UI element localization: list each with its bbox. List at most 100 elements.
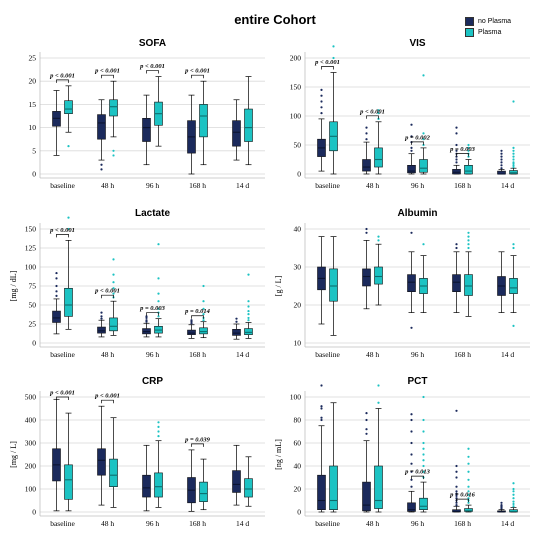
bracket-line [456, 498, 469, 503]
outlier-point [365, 418, 368, 422]
outlier-point [365, 231, 368, 234]
outlier-point [145, 320, 148, 323]
box-iqr [52, 310, 61, 323]
box-plasma-14-d [244, 76, 253, 166]
outlier-point [467, 470, 470, 473]
outlier-point [365, 412, 368, 415]
outlier-point [512, 161, 515, 164]
panel-title: Albumin [398, 208, 438, 219]
outlier-point [455, 501, 458, 504]
outlier-point [500, 158, 503, 161]
bracket-line [366, 115, 379, 119]
outlier-point [145, 316, 148, 320]
outlier-point [500, 504, 503, 507]
x-tick-label: 168 h [454, 350, 471, 359]
outlier-point [247, 273, 250, 276]
box-plasma-baseline [329, 236, 338, 336]
outlier-point [377, 239, 380, 242]
outlier-point [112, 292, 115, 295]
y-tick-label: 0 [32, 508, 36, 517]
y-tick-label: 0 [32, 170, 36, 179]
box-iqr [362, 481, 371, 512]
box-plasma-48-h [109, 80, 118, 157]
x-tick-label: 96 h [146, 350, 159, 359]
outlier-point [467, 239, 470, 242]
box-plasma-14-d [244, 273, 253, 339]
box-plasma-baseline [64, 216, 73, 330]
outlier-point [247, 313, 250, 316]
panel-title: VIS [409, 38, 425, 49]
y-tick-label: 10 [294, 339, 302, 348]
box-no-plasma-96-h [407, 413, 416, 513]
figure-title: entire Cohort [234, 12, 316, 27]
box-plasma-48-h [109, 258, 118, 336]
bracket-line [411, 475, 424, 480]
bracket-line [411, 141, 424, 145]
outlier-point [467, 493, 470, 496]
box-plasma-48-h [109, 417, 118, 508]
x-tick-label: 168 h [189, 350, 206, 359]
outlier-point [455, 464, 458, 468]
box-plasma-96-h [419, 243, 428, 313]
box-iqr [109, 458, 118, 488]
box-iqr [362, 159, 371, 172]
outlier-point [455, 158, 458, 161]
x-tick-label: 96 h [146, 181, 159, 190]
box-iqr [452, 509, 461, 513]
box-plasma-168-h [464, 231, 473, 317]
box-iqr [407, 502, 416, 512]
x-tick-label: baseline [315, 181, 340, 190]
significance-bracket: p < 0.001 [94, 393, 120, 404]
outlier-point [100, 163, 103, 166]
significance-bracket: p < 0.001 [184, 68, 210, 79]
significance-bracket: p = 0.014 [184, 308, 211, 319]
panel-lactate: Lactate 0 25 50 75 100 125 150 [mg / dL] baseline… [9, 208, 265, 359]
p-value-label: p < 0.001 [49, 390, 75, 397]
outlier-point [320, 106, 323, 109]
y-axis-label: [mg / L] [9, 441, 18, 468]
box-iqr [374, 465, 383, 509]
outlier-point [377, 112, 380, 115]
box-no-plasma-168-h [187, 319, 196, 339]
outlier-point [100, 317, 103, 320]
outlier-point [190, 322, 193, 325]
panel-title: CRP [142, 376, 163, 387]
x-tick-label: 14 d [236, 350, 249, 359]
significance-bracket: p = 0.003 [139, 305, 166, 316]
y-tick-label: 200 [290, 54, 302, 63]
outlier-point [512, 487, 515, 491]
box-iqr [407, 274, 416, 293]
p-value-label: p < 0.001 [94, 288, 120, 295]
outlier-point [410, 485, 413, 488]
box-iqr [244, 478, 253, 498]
box-no-plasma-48-h [362, 412, 371, 513]
x-tick-label: 48 h [101, 350, 114, 359]
box-plasma-168-h [199, 284, 208, 339]
outlier-point [320, 416, 323, 419]
y-tick-label: 60 [294, 439, 302, 448]
outlier-point [247, 305, 250, 308]
outlier-point [467, 149, 470, 152]
x-tick-label: 168 h [454, 519, 471, 528]
outlier-point [157, 435, 160, 438]
box-iqr [464, 165, 473, 175]
outlier-point [467, 231, 470, 234]
outlier-point [112, 287, 115, 290]
outlier-point [455, 126, 458, 129]
bracket-line [101, 74, 114, 79]
box-iqr [464, 508, 473, 512]
box-iqr [64, 464, 73, 500]
outlier-point [422, 74, 425, 77]
outlier-point [455, 490, 458, 493]
outlier-point [320, 100, 323, 103]
y-tick-label: 150 [25, 225, 37, 234]
box-plasma-96-h [419, 74, 428, 175]
outlier-point [422, 395, 425, 399]
outlier-point [377, 235, 380, 238]
y-axis-label: [mg / dL] [9, 270, 18, 301]
significance-bracket: p < 0.001 [139, 63, 165, 74]
outlier-point [512, 100, 515, 103]
outlier-point [422, 143, 425, 147]
panel-title: PCT [408, 376, 428, 387]
box-iqr [374, 147, 383, 168]
